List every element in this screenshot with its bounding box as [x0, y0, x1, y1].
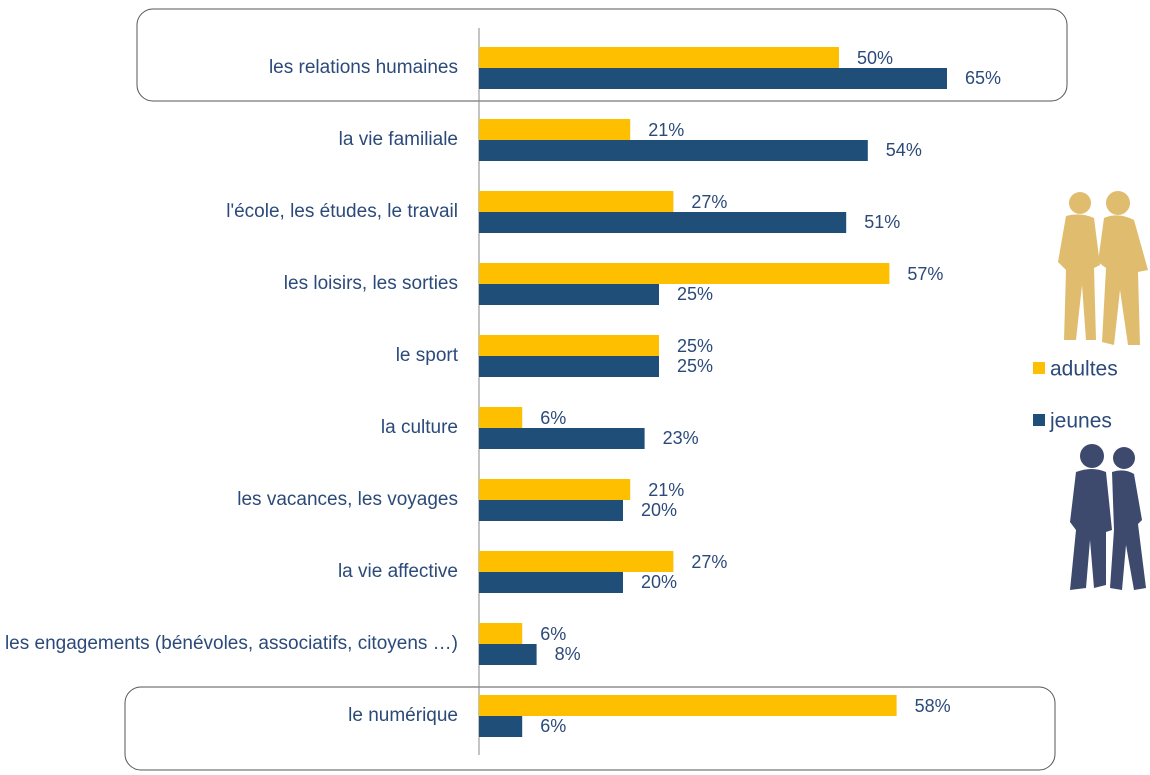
value-label: 20% — [641, 572, 677, 592]
value-label: 27% — [691, 552, 727, 572]
bar — [479, 284, 659, 305]
value-label: 27% — [691, 192, 727, 212]
category-label: le numérique — [348, 705, 458, 726]
bar — [479, 716, 523, 737]
bar — [479, 335, 659, 356]
bar — [479, 68, 947, 89]
bar — [479, 551, 674, 572]
value-label: 6% — [540, 716, 566, 736]
bar — [479, 356, 659, 377]
bar — [479, 119, 631, 140]
value-label: 21% — [648, 120, 684, 140]
value-label: 54% — [886, 140, 922, 160]
legend-label: adultes — [1050, 358, 1118, 381]
value-label: 6% — [540, 408, 566, 428]
highlight-box — [124, 686, 1056, 771]
highlight-box — [136, 8, 1068, 102]
bar — [479, 428, 645, 449]
legend-swatch — [1033, 414, 1045, 426]
category-label: les engagements (bénévoles, associatifs,… — [4, 633, 458, 654]
bar — [479, 479, 631, 500]
bar — [479, 644, 537, 665]
category-label: la vie familiale — [338, 129, 458, 150]
category-label: l'école, les études, le travail — [226, 201, 458, 222]
category-label: les vacances, les voyages — [237, 489, 458, 510]
bar — [479, 623, 523, 644]
value-label: 21% — [648, 480, 684, 500]
bar — [479, 500, 623, 521]
bar — [479, 407, 523, 428]
category-label: le sport — [395, 345, 458, 366]
value-label: 57% — [907, 264, 943, 284]
value-label: 25% — [677, 356, 713, 376]
value-label: 51% — [864, 212, 900, 232]
adult-silhouette — [1058, 191, 1148, 345]
value-label: 20% — [641, 500, 677, 520]
legend-swatch — [1033, 362, 1045, 374]
legend-label: jeunes — [1049, 410, 1112, 433]
category-label: la vie affective — [337, 561, 458, 582]
value-label: 58% — [915, 696, 951, 716]
value-label: 23% — [663, 428, 699, 448]
category-label: la culture — [380, 417, 458, 438]
youth-silhouette — [1070, 444, 1146, 590]
value-label: 6% — [540, 624, 566, 644]
value-label: 25% — [677, 336, 713, 356]
value-label: 65% — [965, 68, 1001, 88]
bar — [479, 263, 890, 284]
bar — [479, 212, 847, 233]
bar — [479, 140, 868, 161]
bar — [479, 47, 839, 68]
value-label: 25% — [677, 284, 713, 304]
category-label: les loisirs, les sorties — [283, 273, 458, 294]
value-label: 8% — [555, 644, 581, 664]
category-label: les relations humaines — [268, 57, 458, 78]
bar — [479, 572, 623, 593]
bar — [479, 695, 897, 716]
value-label: 50% — [857, 48, 893, 68]
bar — [479, 191, 674, 212]
